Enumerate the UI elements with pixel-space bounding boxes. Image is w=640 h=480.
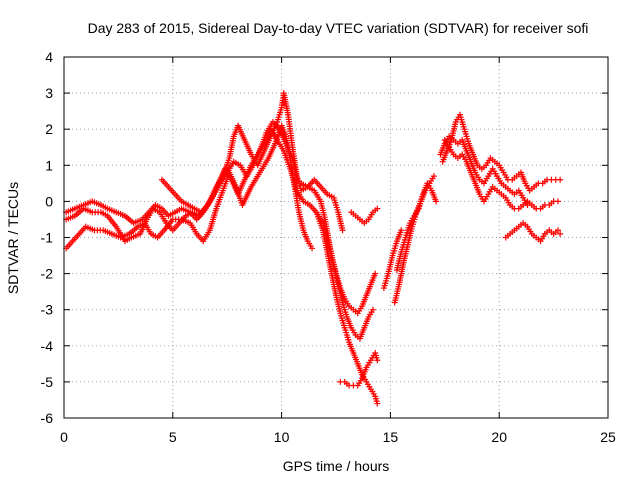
series-track-6 [337, 350, 381, 389]
x-tick-label: 5 [169, 429, 177, 445]
grid [64, 57, 608, 418]
series-track-12 [441, 137, 561, 212]
y-tick-label: -6 [41, 410, 54, 426]
series-track-9 [393, 180, 440, 273]
data-point [374, 205, 381, 212]
x-axis-label: GPS time / hours [283, 458, 390, 474]
x-tick-label: 15 [383, 429, 399, 445]
data-point [557, 230, 564, 237]
y-tick-label: 2 [45, 121, 53, 137]
data-point [339, 227, 346, 234]
y-tick-label: -2 [41, 266, 54, 282]
y-tick-label: -1 [41, 230, 54, 246]
x-tick-label: 25 [600, 429, 616, 445]
data-point [554, 227, 561, 234]
plot-frame [63, 56, 609, 419]
x-tick-label: 0 [60, 429, 68, 445]
series-track-14 [502, 220, 564, 245]
data-point [430, 173, 437, 180]
y-tick-label: -5 [41, 374, 54, 390]
y-tick-label: 3 [45, 85, 53, 101]
series-track-13 [437, 133, 531, 209]
data-points [63, 90, 564, 407]
series-track-10 [380, 227, 405, 292]
data-point [374, 357, 381, 364]
data-point [433, 198, 440, 205]
data-point [557, 176, 564, 183]
y-axis-label: SDTVAR / TECUs [5, 182, 21, 294]
series-track-5 [313, 209, 381, 407]
data-point [374, 400, 381, 407]
chart-title: Day 283 of 2015, Sidereal Day-to-day VTE… [88, 20, 589, 36]
y-tick-label: -3 [41, 302, 54, 318]
x-tick-label: 10 [274, 429, 290, 445]
data-point [372, 270, 379, 277]
data-point [524, 202, 531, 209]
data-point [398, 227, 405, 234]
y-tick-label: 4 [45, 49, 53, 65]
series-track-7 [348, 205, 381, 227]
y-tick-label: -4 [41, 338, 54, 354]
y-tick-label: 0 [45, 193, 53, 209]
x-tick-label: 20 [491, 429, 507, 445]
data-point [369, 306, 376, 313]
series-track-3 [63, 126, 379, 317]
data-point [554, 198, 561, 205]
series-track-4 [158, 118, 376, 342]
y-tick-label: 1 [45, 157, 53, 173]
series-track-11 [439, 111, 564, 194]
data-point [309, 245, 316, 252]
